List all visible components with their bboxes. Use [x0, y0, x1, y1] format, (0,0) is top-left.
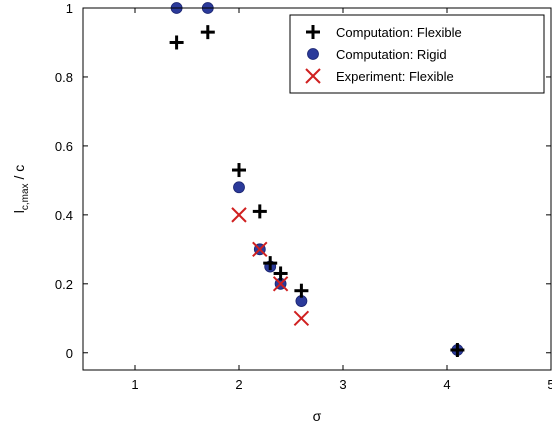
point-experiment-flexible	[293, 310, 310, 326]
legend-label-computation-flexible: Computation: Flexible	[336, 25, 462, 40]
point-computation-flexible	[263, 256, 278, 271]
x-tick-label: 3	[339, 377, 346, 392]
y-tick-label: 0.8	[55, 70, 73, 85]
y-axis-label: lc,max / c	[11, 165, 31, 213]
legend-label-experiment-flexible: Experiment: Flexible	[336, 69, 454, 84]
point-computation-rigid	[233, 181, 245, 194]
point-experiment-flexible	[252, 241, 268, 258]
plot-marks	[169, 2, 465, 358]
legend: Computation: Flexible Computation: Rigid E…	[289, 14, 545, 94]
legend-marker-computation-rigid	[307, 48, 319, 60]
y-axis-label-subscript: c,max	[20, 183, 31, 210]
y-tick-label: 0.4	[55, 208, 73, 223]
y-tick-label: 0.6	[55, 139, 73, 154]
x-axis-label: σ	[313, 408, 322, 424]
plot-frame	[82, 7, 552, 371]
y-tick-label: 0	[66, 346, 73, 361]
y-tick-label: 0.2	[55, 277, 73, 292]
y-axis-label-tail: / c	[11, 165, 27, 184]
x-tick-label: 4	[443, 377, 450, 392]
legend-box	[289, 14, 545, 94]
y-axis-label-main: l	[11, 210, 27, 213]
x-tick-label: 5	[547, 377, 552, 392]
point-computation-flexible	[169, 35, 184, 50]
point-computation-flexible	[450, 343, 465, 358]
point-computation-flexible	[232, 163, 246, 178]
point-experiment-flexible	[272, 276, 289, 292]
axis-ticks: 1 2 3 4 5 0 0.2 0.4 0.6 0.8 1	[55, 1, 552, 392]
legend-marker-computation-flexible	[306, 25, 320, 39]
point-experiment-flexible	[231, 207, 247, 223]
x-tick-label: 2	[235, 377, 242, 392]
point-computation-flexible	[252, 204, 267, 219]
point-computation-flexible	[273, 266, 288, 281]
point-computation-flexible	[294, 283, 309, 298]
legend-marker-experiment-flexible	[305, 68, 321, 84]
y-tick-label: 1	[66, 1, 73, 16]
point-computation-flexible	[200, 25, 215, 40]
x-tick-label: 1	[131, 377, 138, 392]
legend-label-computation-rigid: Computation: Rigid	[336, 47, 447, 62]
